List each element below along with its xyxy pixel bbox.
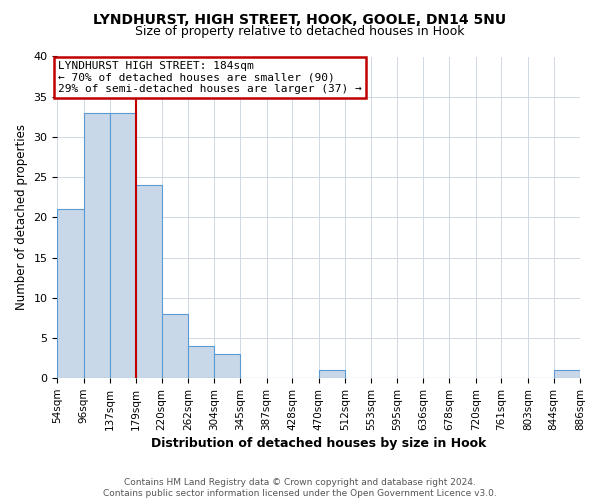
Bar (161, 314, 188, 378)
Bar (58, 210, 84, 378)
Bar (136, 185, 161, 378)
Bar (554, 370, 580, 378)
Bar (319, 370, 345, 378)
Y-axis label: Number of detached properties: Number of detached properties (15, 124, 28, 310)
Bar (188, 346, 214, 378)
Bar (84, 113, 110, 378)
Bar (214, 354, 240, 378)
X-axis label: Distribution of detached houses by size in Hook: Distribution of detached houses by size … (151, 437, 487, 450)
Bar (110, 113, 136, 378)
Text: LYNDHURST HIGH STREET: 184sqm
← 70% of detached houses are smaller (90)
29% of s: LYNDHURST HIGH STREET: 184sqm ← 70% of d… (58, 60, 362, 94)
Text: Contains HM Land Registry data © Crown copyright and database right 2024.
Contai: Contains HM Land Registry data © Crown c… (103, 478, 497, 498)
Text: LYNDHURST, HIGH STREET, HOOK, GOOLE, DN14 5NU: LYNDHURST, HIGH STREET, HOOK, GOOLE, DN1… (94, 12, 506, 26)
Text: Size of property relative to detached houses in Hook: Size of property relative to detached ho… (135, 25, 465, 38)
